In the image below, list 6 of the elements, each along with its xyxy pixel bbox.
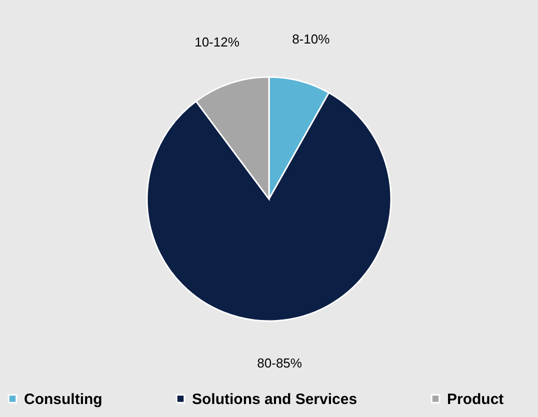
data-label: 80-85% [257,356,302,371]
legend-label: Solutions and Services [192,390,358,408]
data-label: 8-10% [292,31,330,46]
legend-label: Consulting [24,390,102,408]
data-label: 10-12% [194,34,240,50]
legend-label: Product [447,390,504,408]
